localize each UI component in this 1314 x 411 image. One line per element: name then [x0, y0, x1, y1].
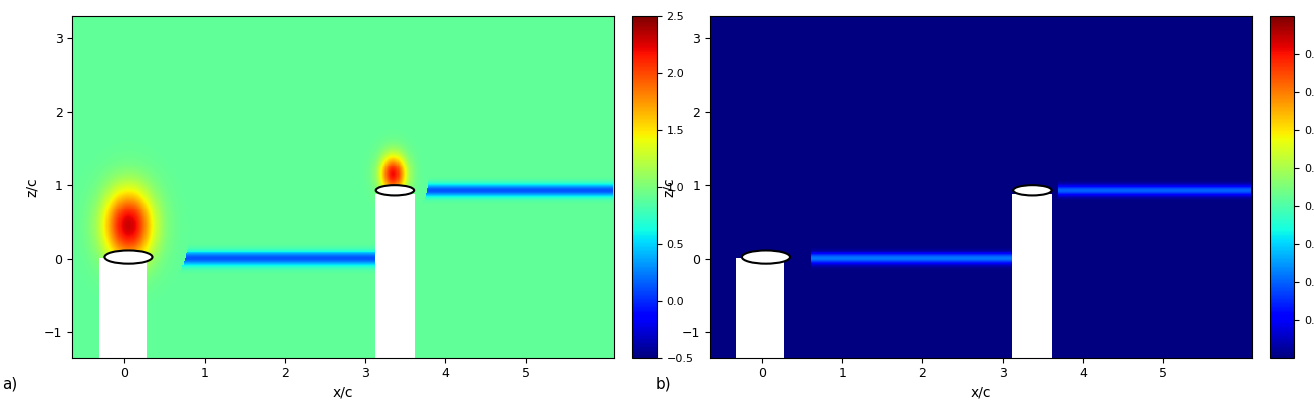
X-axis label: x/c: x/c [971, 386, 991, 400]
X-axis label: x/c: x/c [332, 386, 353, 400]
Text: b): b) [656, 376, 671, 391]
Y-axis label: z/c: z/c [25, 177, 38, 197]
Text: a): a) [1, 376, 17, 391]
Y-axis label: z/c: z/c [662, 177, 677, 197]
